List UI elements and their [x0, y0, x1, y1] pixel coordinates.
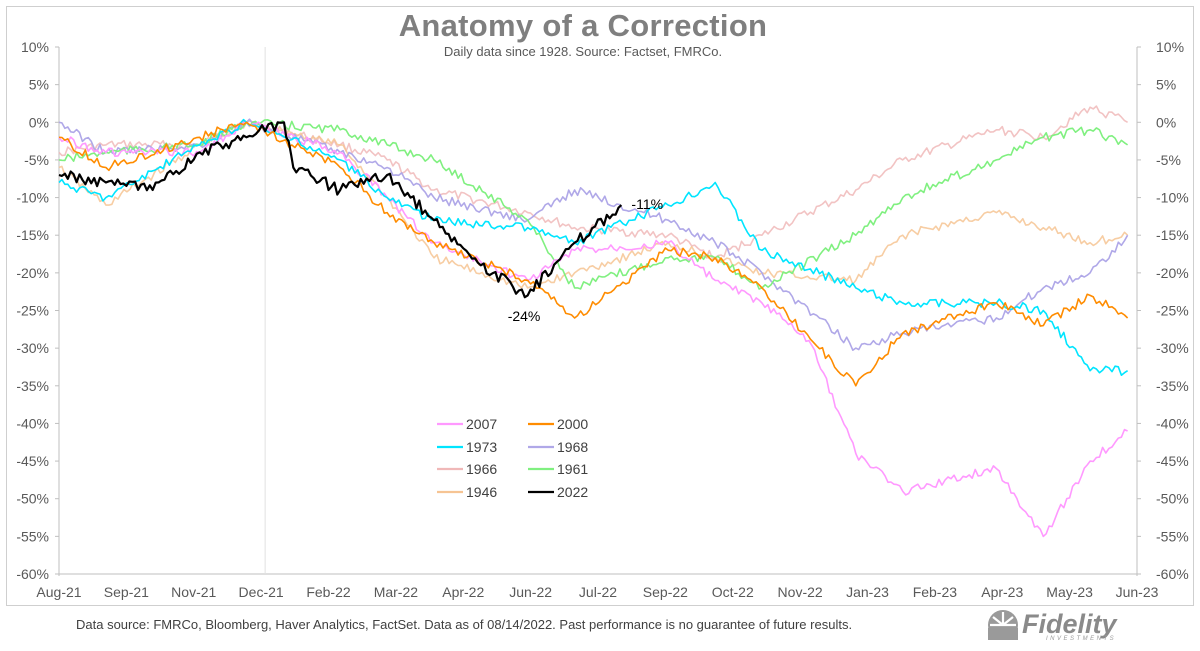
- x-tick-label: Apr-23: [981, 584, 1023, 600]
- line-chart: 10% 10% 5% 5% 0% 0% -5% -5% -10% -10% -15% -15% -20%…: [16, 39, 1189, 600]
- y-tick-label: 10%: [21, 39, 49, 55]
- y-tick-label: -45%: [1156, 453, 1189, 469]
- x-tick-label: Mar-22: [374, 584, 419, 600]
- y-tick-label: -10%: [16, 190, 49, 206]
- x-tick-label: Jul-22: [579, 584, 617, 600]
- y-tick-label: -20%: [16, 265, 49, 281]
- x-tick-label: Jun-22: [509, 584, 552, 600]
- y-tick-label: -20%: [1156, 265, 1189, 281]
- y-tick-label: -35%: [1156, 378, 1189, 394]
- y-tick-label: -10%: [1156, 190, 1189, 206]
- x-tick-label: Sep-21: [104, 584, 149, 600]
- fidelity-logo: Fidelity INVESTMENTS: [984, 606, 1154, 646]
- y-tick-label: -40%: [16, 415, 49, 431]
- legend-label-1966: 1966: [466, 461, 497, 477]
- x-tick-label: Apr-22: [442, 584, 484, 600]
- y-tick-label: 0%: [1156, 114, 1176, 130]
- footer-disclaimer: Data source: FMRCo, Bloomberg, Haver Ana…: [76, 617, 853, 632]
- series-line-2000: [58, 121, 1129, 387]
- x-tick-label: Nov-21: [171, 584, 216, 600]
- y-tick-label: -15%: [16, 227, 49, 243]
- y-tick-label: -55%: [1156, 528, 1189, 544]
- legend-label-1973: 1973: [466, 439, 497, 455]
- series-line-2022: [58, 121, 623, 299]
- x-tick-label: Feb-22: [306, 584, 351, 600]
- chart-subtitle: Daily data since 1928. Source: Factset, …: [443, 44, 723, 59]
- y-tick-label: -15%: [1156, 227, 1189, 243]
- x-tick-label: Dec-21: [239, 584, 284, 600]
- y-tick-label: -50%: [1156, 491, 1189, 507]
- legend-label-1961: 1961: [557, 461, 588, 477]
- y-tick-label: -60%: [1156, 566, 1189, 582]
- y-tick-label: 0%: [29, 114, 49, 130]
- x-tick-label: Jan-23: [846, 584, 889, 600]
- y-tick-label: 5%: [29, 77, 49, 93]
- y-tick-label: -30%: [16, 340, 49, 356]
- y-tick-label: 5%: [1156, 77, 1176, 93]
- x-tick-label: Oct-22: [712, 584, 754, 600]
- y-tick-label: -40%: [1156, 415, 1189, 431]
- legend-label-2022: 2022: [557, 484, 588, 500]
- y-tick-label: -25%: [16, 303, 49, 319]
- fidelity-shield-icon: [988, 610, 1018, 640]
- x-tick-label: Aug-21: [36, 584, 81, 600]
- y-tick-label: -30%: [1156, 340, 1189, 356]
- y-tick-label: -5%: [1156, 152, 1181, 168]
- x-tick-label: Jun-23: [1116, 584, 1159, 600]
- series-line-1968: [58, 118, 1129, 351]
- legend-label-2000: 2000: [557, 416, 588, 432]
- y-tick-label: -55%: [16, 528, 49, 544]
- series-line-1973: [58, 118, 1129, 376]
- y-tick-label: -5%: [24, 152, 49, 168]
- x-tick-label: Nov-22: [778, 584, 823, 600]
- legend-label-2007: 2007: [466, 416, 497, 432]
- chart-title: Anatomy of a Correction: [398, 8, 768, 43]
- data-annotation: -24%: [508, 308, 541, 324]
- series-line-2007: [58, 121, 1128, 538]
- y-tick-label: -60%: [16, 566, 49, 582]
- y-tick-label: -50%: [16, 491, 49, 507]
- logo-wordmark: Fidelity: [1022, 609, 1117, 639]
- logo-subtext: INVESTMENTS: [1046, 636, 1117, 642]
- data-annotation: -11%: [631, 196, 663, 212]
- legend-label-1968: 1968: [557, 439, 588, 455]
- y-tick-label: 10%: [1156, 39, 1184, 55]
- x-tick-label: Feb-23: [913, 584, 958, 600]
- x-tick-label: Sep-22: [643, 584, 688, 600]
- legend-label-1946: 1946: [466, 484, 497, 500]
- chart-frame: [6, 6, 1194, 606]
- y-tick-label: -45%: [16, 453, 49, 469]
- x-tick-label: May-23: [1046, 584, 1093, 600]
- y-tick-label: -25%: [1156, 303, 1189, 319]
- y-tick-label: -35%: [16, 378, 49, 394]
